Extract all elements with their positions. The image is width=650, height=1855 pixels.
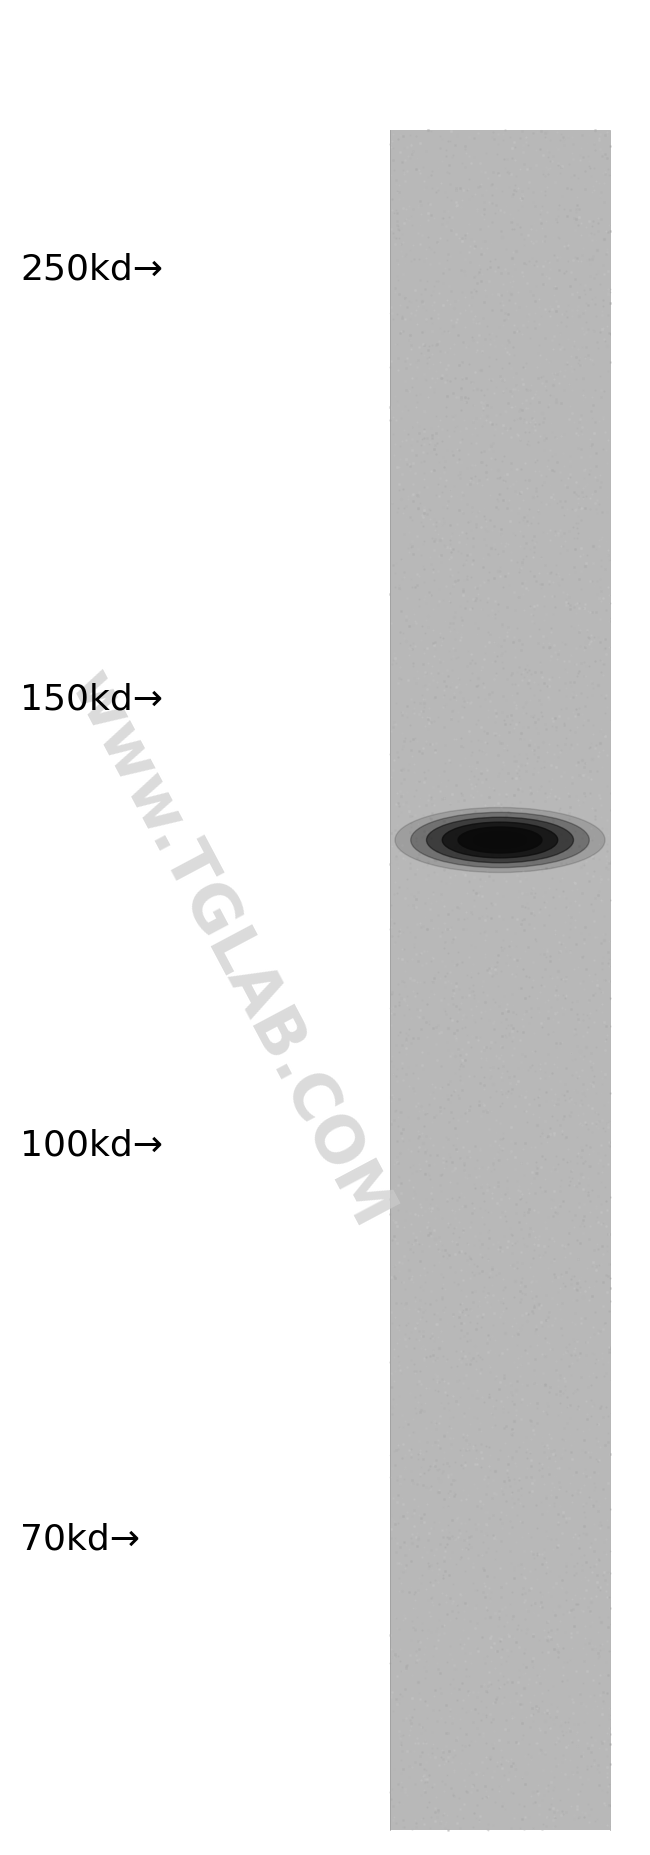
Text: www.TGLAB.COM: www.TGLAB.COM: [57, 662, 403, 1239]
Ellipse shape: [442, 822, 558, 857]
Ellipse shape: [458, 827, 542, 853]
Ellipse shape: [474, 831, 526, 848]
Ellipse shape: [411, 812, 590, 868]
Text: 150kd→: 150kd→: [20, 683, 163, 718]
Text: 100kd→: 100kd→: [20, 1128, 163, 1161]
Ellipse shape: [395, 807, 605, 872]
Text: 250kd→: 250kd→: [20, 252, 163, 288]
Text: 70kd→: 70kd→: [20, 1523, 140, 1556]
Ellipse shape: [426, 818, 573, 863]
Bar: [390, 130, 610, 1831]
